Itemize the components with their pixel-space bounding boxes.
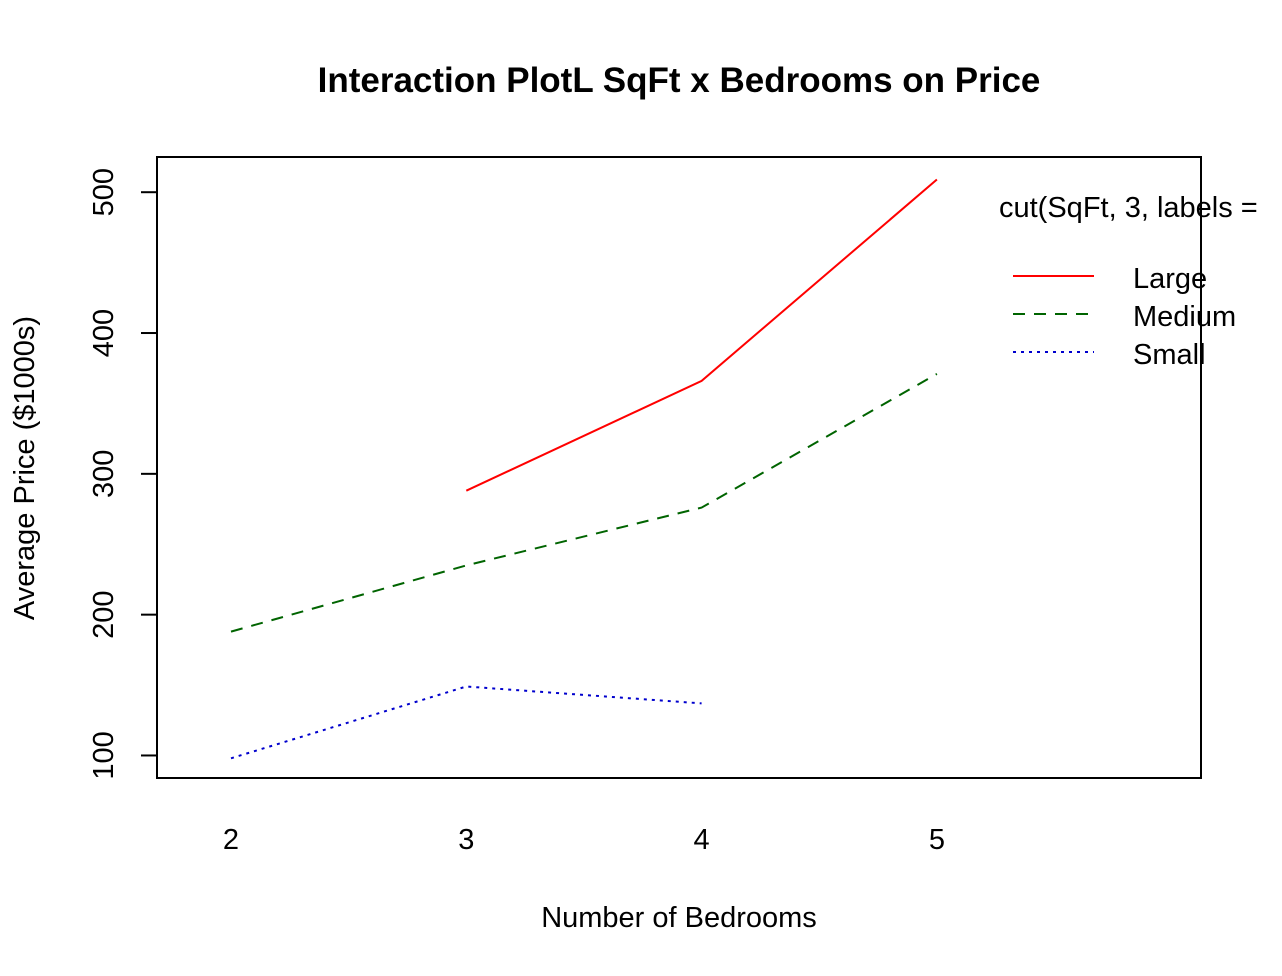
y-tick-label: 400 — [88, 309, 120, 357]
y-axis: 100 200 300 400 500 — [88, 168, 158, 780]
x-tick-label: 3 — [458, 824, 474, 856]
x-axis-label: Number of Bedrooms — [541, 902, 817, 934]
series-line-small — [230, 685, 702, 760]
x-axis: 2 3 4 5 — [223, 824, 945, 856]
legend-label-small: Small — [1133, 339, 1206, 371]
legend: cut(SqFt, 3, labels = Large Medium Small — [999, 192, 1258, 371]
x-tick-label: 4 — [694, 824, 710, 856]
legend-title: cut(SqFt, 3, labels = — [999, 192, 1258, 224]
plot-frame — [156, 156, 1202, 779]
series-line-large — [465, 178, 938, 492]
y-tick-label: 500 — [88, 168, 120, 216]
y-tick-label: 100 — [88, 731, 120, 779]
y-tick-label: 300 — [88, 450, 120, 498]
y-tick-label: 200 — [88, 590, 120, 638]
legend-label-large: Large — [1133, 263, 1207, 295]
series-line-medium — [230, 373, 938, 633]
legend-label-medium: Medium — [1133, 301, 1236, 333]
chart-title: Interaction PlotL SqFt x Bedrooms on Pri… — [318, 61, 1041, 100]
x-tick-label: 2 — [223, 824, 239, 856]
y-axis-label: Average Price ($1000s) — [9, 316, 41, 620]
x-tick-label: 5 — [929, 824, 945, 856]
series-layer — [230, 178, 938, 760]
